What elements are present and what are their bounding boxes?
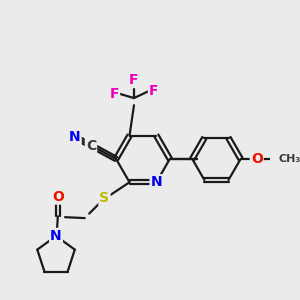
- Text: F: F: [149, 84, 158, 98]
- Text: C: C: [86, 139, 96, 152]
- Text: O: O: [52, 190, 64, 204]
- Text: N: N: [151, 175, 162, 189]
- Text: N: N: [50, 229, 62, 243]
- Text: CH₃: CH₃: [278, 154, 300, 164]
- Text: N: N: [50, 229, 62, 243]
- Text: S: S: [99, 191, 110, 206]
- Text: O: O: [251, 152, 263, 166]
- Text: N: N: [69, 130, 81, 145]
- Text: F: F: [110, 87, 119, 100]
- Text: F: F: [129, 73, 139, 87]
